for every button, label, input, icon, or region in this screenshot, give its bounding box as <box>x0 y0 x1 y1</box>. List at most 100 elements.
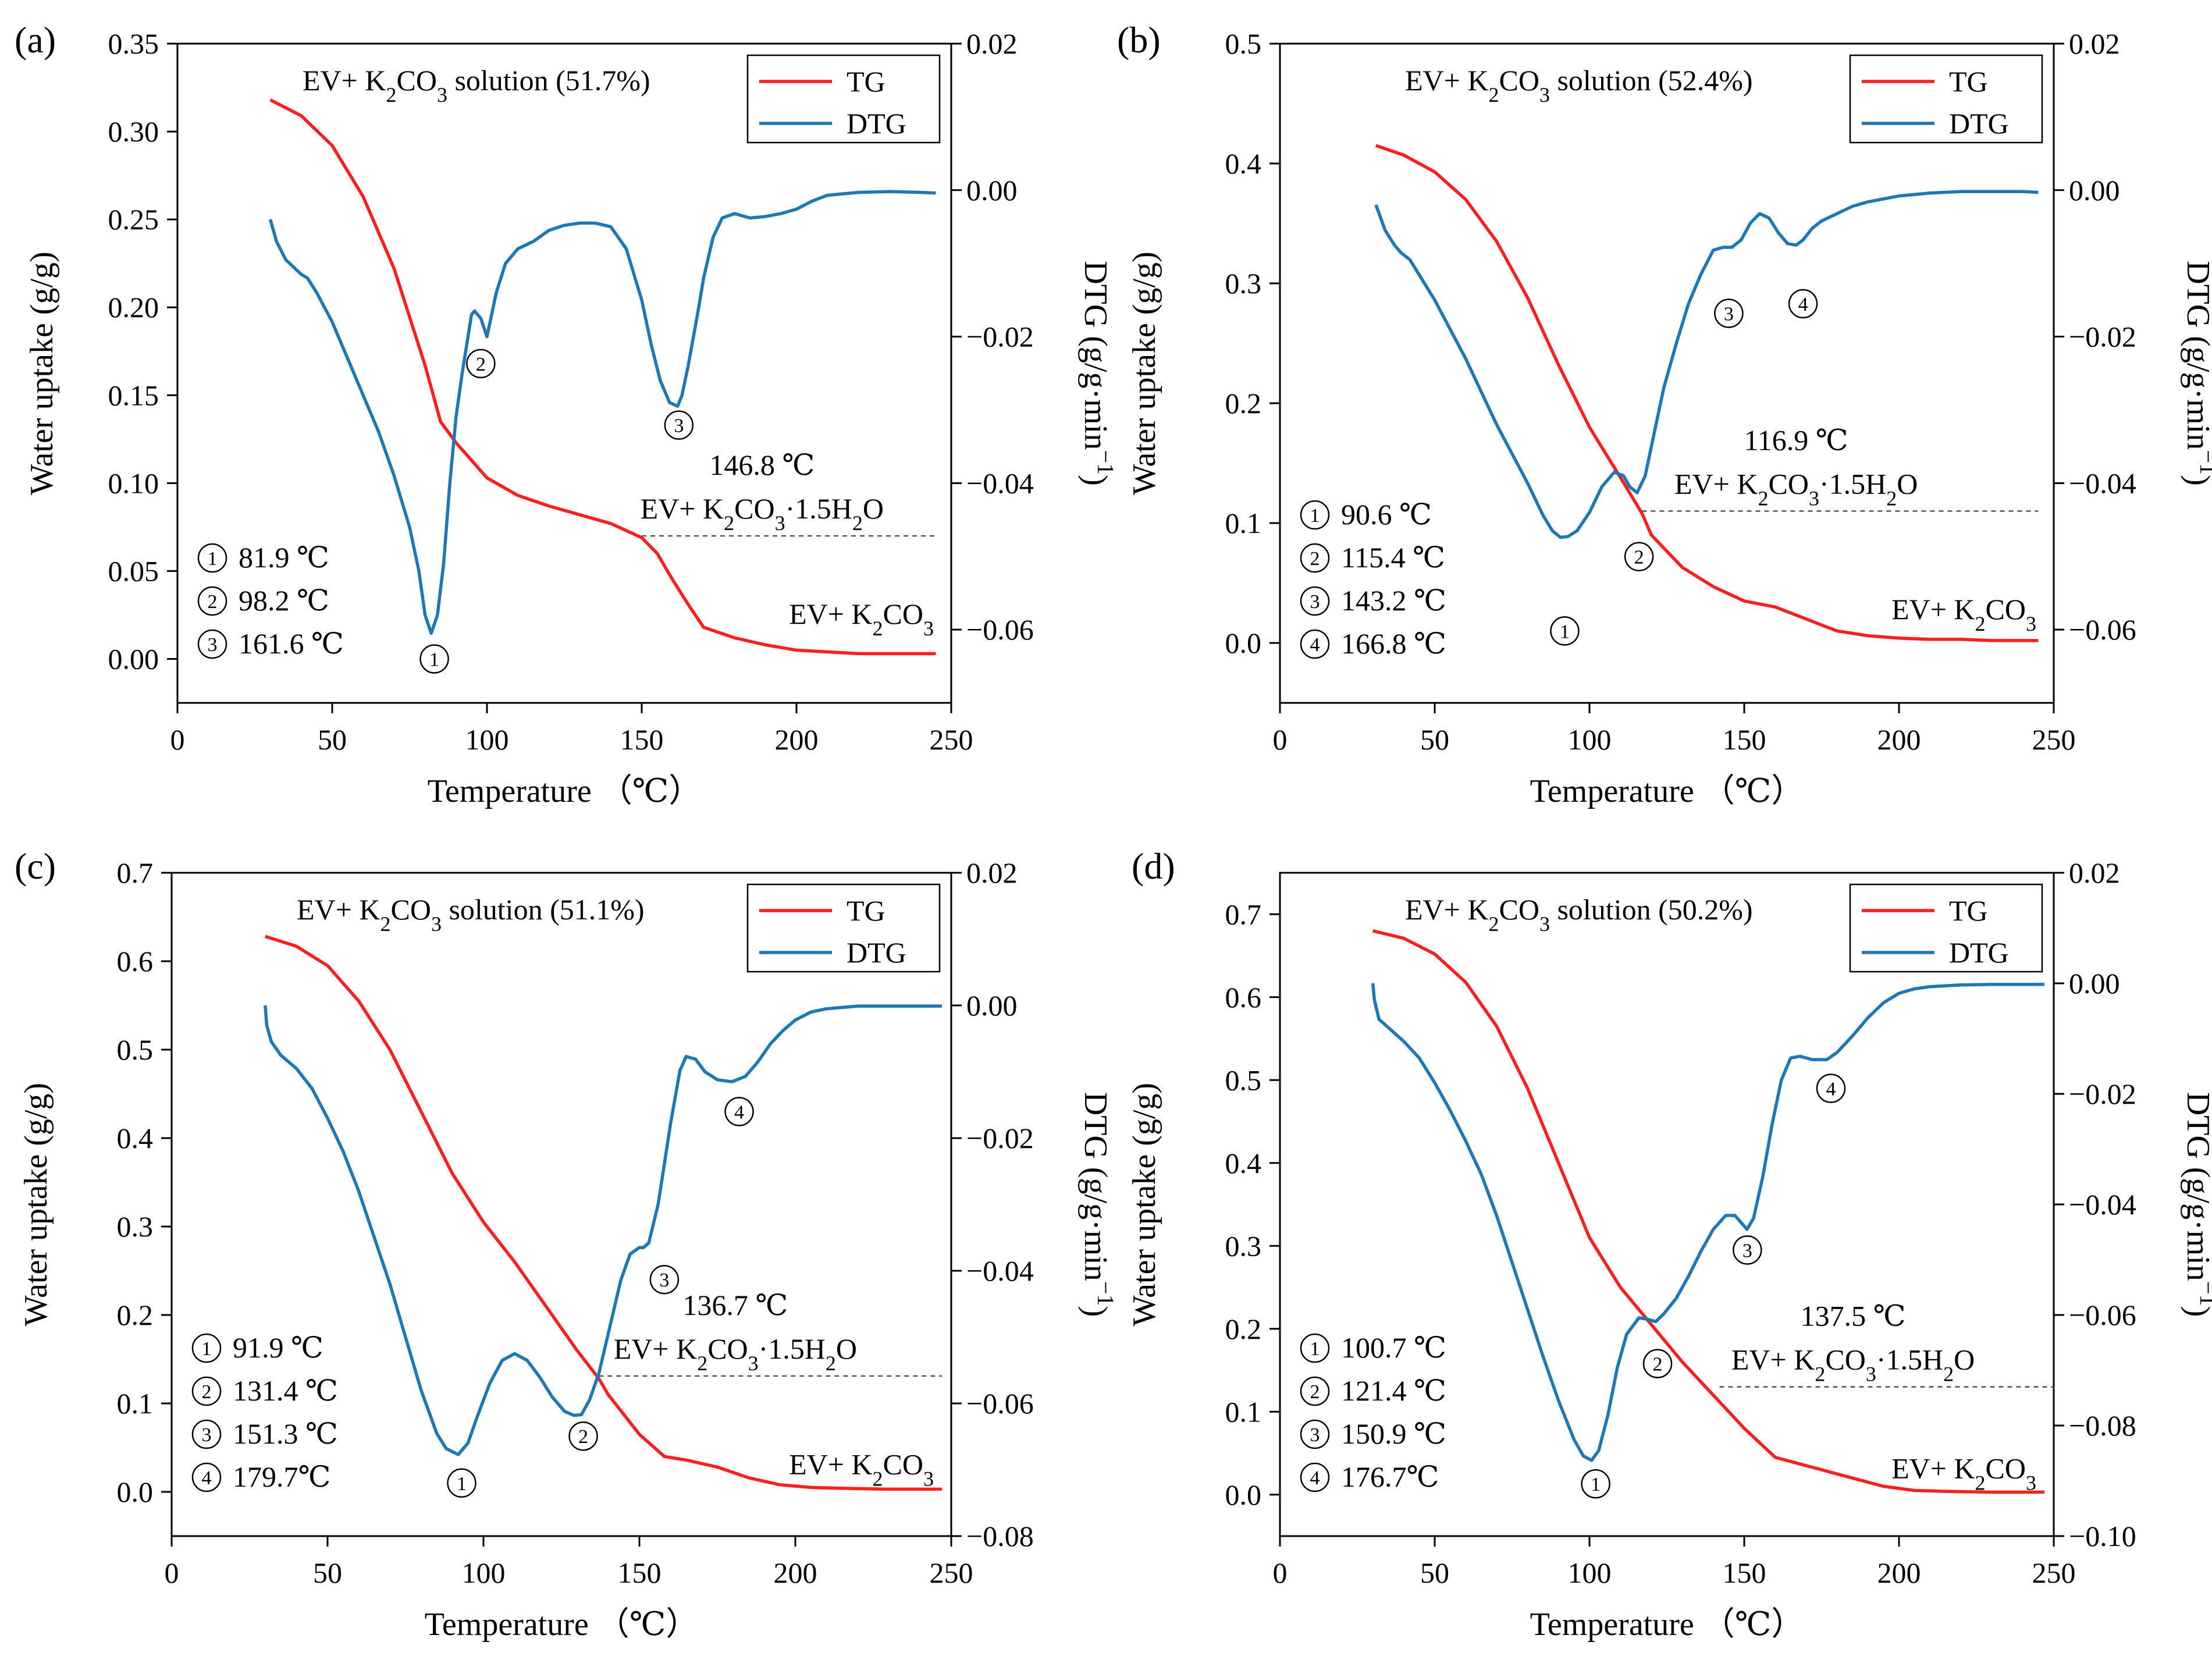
peak-list-marker: 3 <box>197 629 227 659</box>
dtg-series-line <box>1371 983 2044 1462</box>
hydrate-label: EV+ K2CO3·1.5H2O <box>1731 1343 1975 1386</box>
panel-label: (b) <box>1117 19 1161 61</box>
peak-list-marker-number: 4 <box>1310 634 1320 656</box>
hydrate-label: EV+ K2CO3·1.5H2O <box>614 1332 857 1375</box>
peak-marker-2-ring <box>466 349 496 379</box>
x-tick-label: 150 <box>618 1556 662 1589</box>
x-tick-label: 50 <box>1420 723 1449 756</box>
peak-list-marker-number: 4 <box>1310 1467 1320 1489</box>
panel-label: (d) <box>1132 845 1175 887</box>
peak-list-temperature: 131.4 ℃ <box>233 1374 338 1407</box>
y-right-tick-label: −0.08 <box>966 1520 1034 1552</box>
legend-box <box>746 54 941 144</box>
peak-marker-4-number: 4 <box>734 1101 744 1123</box>
y-left-tick-label: 0.3 <box>1225 1229 1262 1262</box>
panel-label: (c) <box>15 845 56 887</box>
panel-label: (a) <box>15 19 56 61</box>
x-tick-label: 200 <box>1877 1556 1921 1589</box>
peak-list-marker: 4 <box>1300 629 1330 659</box>
peak-marker-2-number: 2 <box>578 1426 588 1448</box>
legend-box <box>746 883 941 973</box>
peak-list-temperature: 100.7 ℃ <box>1341 1331 1446 1364</box>
legend-label-tg: TG <box>1949 894 1988 927</box>
y-left-axis-title: Water uptake (g/g) <box>1126 251 1162 495</box>
legend-label-dtg: DTG <box>1949 936 2009 969</box>
peak-list-marker: 3 <box>1300 586 1330 616</box>
peak-marker-3-ring <box>664 410 694 440</box>
x-tick-label: 50 <box>318 723 347 756</box>
peak-list-temperature: 121.4 ℃ <box>1341 1374 1446 1407</box>
panel-c: (c) 0 50 100 150 200 250 0.0 0.1 0.2 0.3 0.4 0.5 0.6 0… <box>15 845 1119 1643</box>
peak-list-marker-ring <box>197 629 227 659</box>
y-right-tick-label: 0.02 <box>2069 856 2120 889</box>
peak-list-marker: 4 <box>191 1462 222 1492</box>
peak-marker-3-number: 3 <box>1724 304 1734 325</box>
y-right-tick-label: 0.00 <box>2069 967 2120 1000</box>
peak-list-marker: 4 <box>1300 1462 1330 1492</box>
y-left-tick-label: 0.5 <box>1225 27 1262 60</box>
y-left-tick-label: 0.1 <box>1225 1395 1262 1428</box>
peak-list-marker-number: 2 <box>1310 1381 1320 1403</box>
tg-series-line <box>269 98 936 656</box>
panel-b: (b) 0 50 100 150 200 250 0.0 0.1 0.2 0.3 0.4 0.5 −0.0… <box>1117 19 2212 809</box>
peak-marker-1: 1 <box>419 644 449 674</box>
peak-list-marker-number: 1 <box>202 1338 212 1360</box>
y-left-tick-label: 0.35 <box>108 27 159 60</box>
panel-d: (d) 0 50 100 150 200 250 0.0 0.1 0.2 0.3 0.4 0.5 0.6 0… <box>1126 845 2212 1643</box>
peak-list-marker-ring <box>1300 629 1330 659</box>
transition-temperature: 137.5 ℃ <box>1801 1300 1906 1332</box>
peak-marker-3: 3 <box>649 1264 680 1295</box>
peak-marker-3: 3 <box>664 410 694 440</box>
peak-list-marker: 1 <box>1300 500 1330 530</box>
peak-list-temperature: 176.7℃ <box>1341 1460 1439 1493</box>
sample-label: EV+ K2CO3 solution (51.7%) <box>303 64 650 106</box>
peak-list-marker-number: 1 <box>208 548 218 570</box>
y-right-tick-label: 0.00 <box>966 989 1018 1022</box>
y-right-axis-title: DTG (g/g·min−1) <box>1077 261 1119 486</box>
y-left-tick-label: 0.05 <box>108 555 159 587</box>
peak-marker-3-ring <box>1714 298 1744 328</box>
peak-marker-2-number: 2 <box>1653 1354 1663 1375</box>
y-left-tick-label: 0.7 <box>1225 898 1262 930</box>
peak-marker-4: 4 <box>1816 1074 1846 1103</box>
peak-list-temperature: 151.3 ℃ <box>233 1417 338 1450</box>
x-tick-label: 200 <box>775 723 819 756</box>
peak-list-marker-ring <box>191 1376 222 1406</box>
y-right-tick-label: −0.02 <box>966 1122 1034 1154</box>
x-tick-label: 200 <box>1877 723 1921 756</box>
x-tick-label: 250 <box>2032 723 2076 756</box>
peak-marker-2: 2 <box>1624 542 1654 571</box>
peak-list-marker: 2 <box>191 1376 222 1406</box>
peak-list-marker-number: 3 <box>208 634 218 656</box>
peak-marker-1-number: 1 <box>1591 1474 1601 1495</box>
x-tick-label: 0 <box>1273 723 1288 756</box>
x-tick-label: 250 <box>930 1556 973 1589</box>
y-right-tick-label: −0.06 <box>966 1387 1034 1420</box>
x-tick-label: 200 <box>774 1556 817 1589</box>
peak-list-marker-ring <box>1300 543 1330 573</box>
legend-label-tg: TG <box>847 65 885 98</box>
x-tick-label: 150 <box>1723 723 1766 756</box>
x-tick-label: 150 <box>1723 1556 1766 1589</box>
peak-list-marker-number: 2 <box>1310 548 1320 570</box>
x-axis-title: Temperature （℃） <box>1530 773 1804 809</box>
y-right-tick-label: −0.02 <box>2069 321 2136 353</box>
y-left-tick-label: 0.4 <box>1225 1147 1262 1179</box>
y-left-tick-label: 0.1 <box>117 1387 154 1420</box>
peak-list-marker-ring <box>1300 1419 1330 1449</box>
y-left-axis-title: Water uptake (g/g) <box>18 1083 54 1326</box>
peak-marker-2: 2 <box>1642 1349 1673 1378</box>
y-left-tick-label: 0.5 <box>1225 1064 1262 1096</box>
peak-list-marker-ring <box>1300 586 1330 616</box>
x-tick-label: 0 <box>165 1556 179 1589</box>
y-right-tick-label: −0.04 <box>2069 1188 2136 1221</box>
y-right-tick-label: 0.00 <box>2069 174 2120 207</box>
peak-marker-3-number: 3 <box>674 415 684 437</box>
y-right-tick-label: 0.02 <box>966 856 1018 889</box>
peak-marker-4-number: 4 <box>1826 1079 1836 1100</box>
y-right-tick-label: −0.06 <box>2069 1299 2136 1331</box>
peak-marker-3: 3 <box>1733 1235 1762 1265</box>
peak-marker-2-number: 2 <box>476 354 486 375</box>
peak-list-temperature: 91.9 ℃ <box>233 1331 323 1364</box>
x-tick-label: 0 <box>1273 1556 1288 1589</box>
